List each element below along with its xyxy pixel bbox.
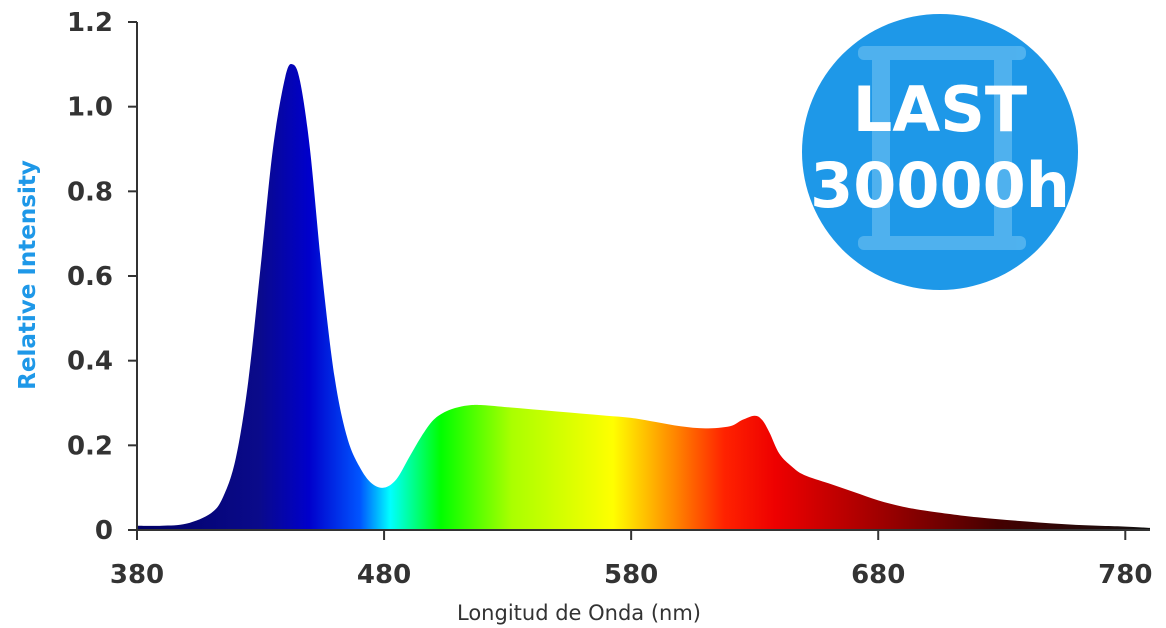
x-axis-label: Longitud de Onda (nm): [457, 601, 701, 625]
x-tick-label: 480: [357, 560, 411, 590]
badge-line2: 30000h: [810, 149, 1070, 222]
y-tick-label: 0.2: [67, 431, 113, 461]
y-tick-label: 1.0: [67, 93, 113, 123]
y-tick-group: 0 0.2 0.4 0.6 0.8 1.0 1.2: [67, 8, 137, 546]
x-tick-label: 580: [604, 560, 658, 590]
y-tick-label: 0: [95, 516, 113, 546]
y-tick-label: 0.8: [67, 177, 113, 207]
badge-line1: LAST: [853, 73, 1027, 146]
x-tick-label: 780: [1098, 560, 1152, 590]
x-tick-label: 680: [851, 560, 905, 590]
spectrum-area: [137, 64, 1150, 531]
hourglass-icon: [858, 46, 1026, 250]
y-tick-label: 1.2: [67, 8, 113, 38]
y-tick-label: 0.4: [67, 347, 113, 377]
x-tick-label: 380: [110, 560, 164, 590]
y-tick-label: 0.6: [67, 262, 113, 292]
lifetime-badge: LAST 30000h: [802, 14, 1078, 290]
x-tick-group: 380 480 580 680 780: [110, 530, 1152, 590]
y-axis-label: Relative Intensity: [15, 160, 41, 390]
